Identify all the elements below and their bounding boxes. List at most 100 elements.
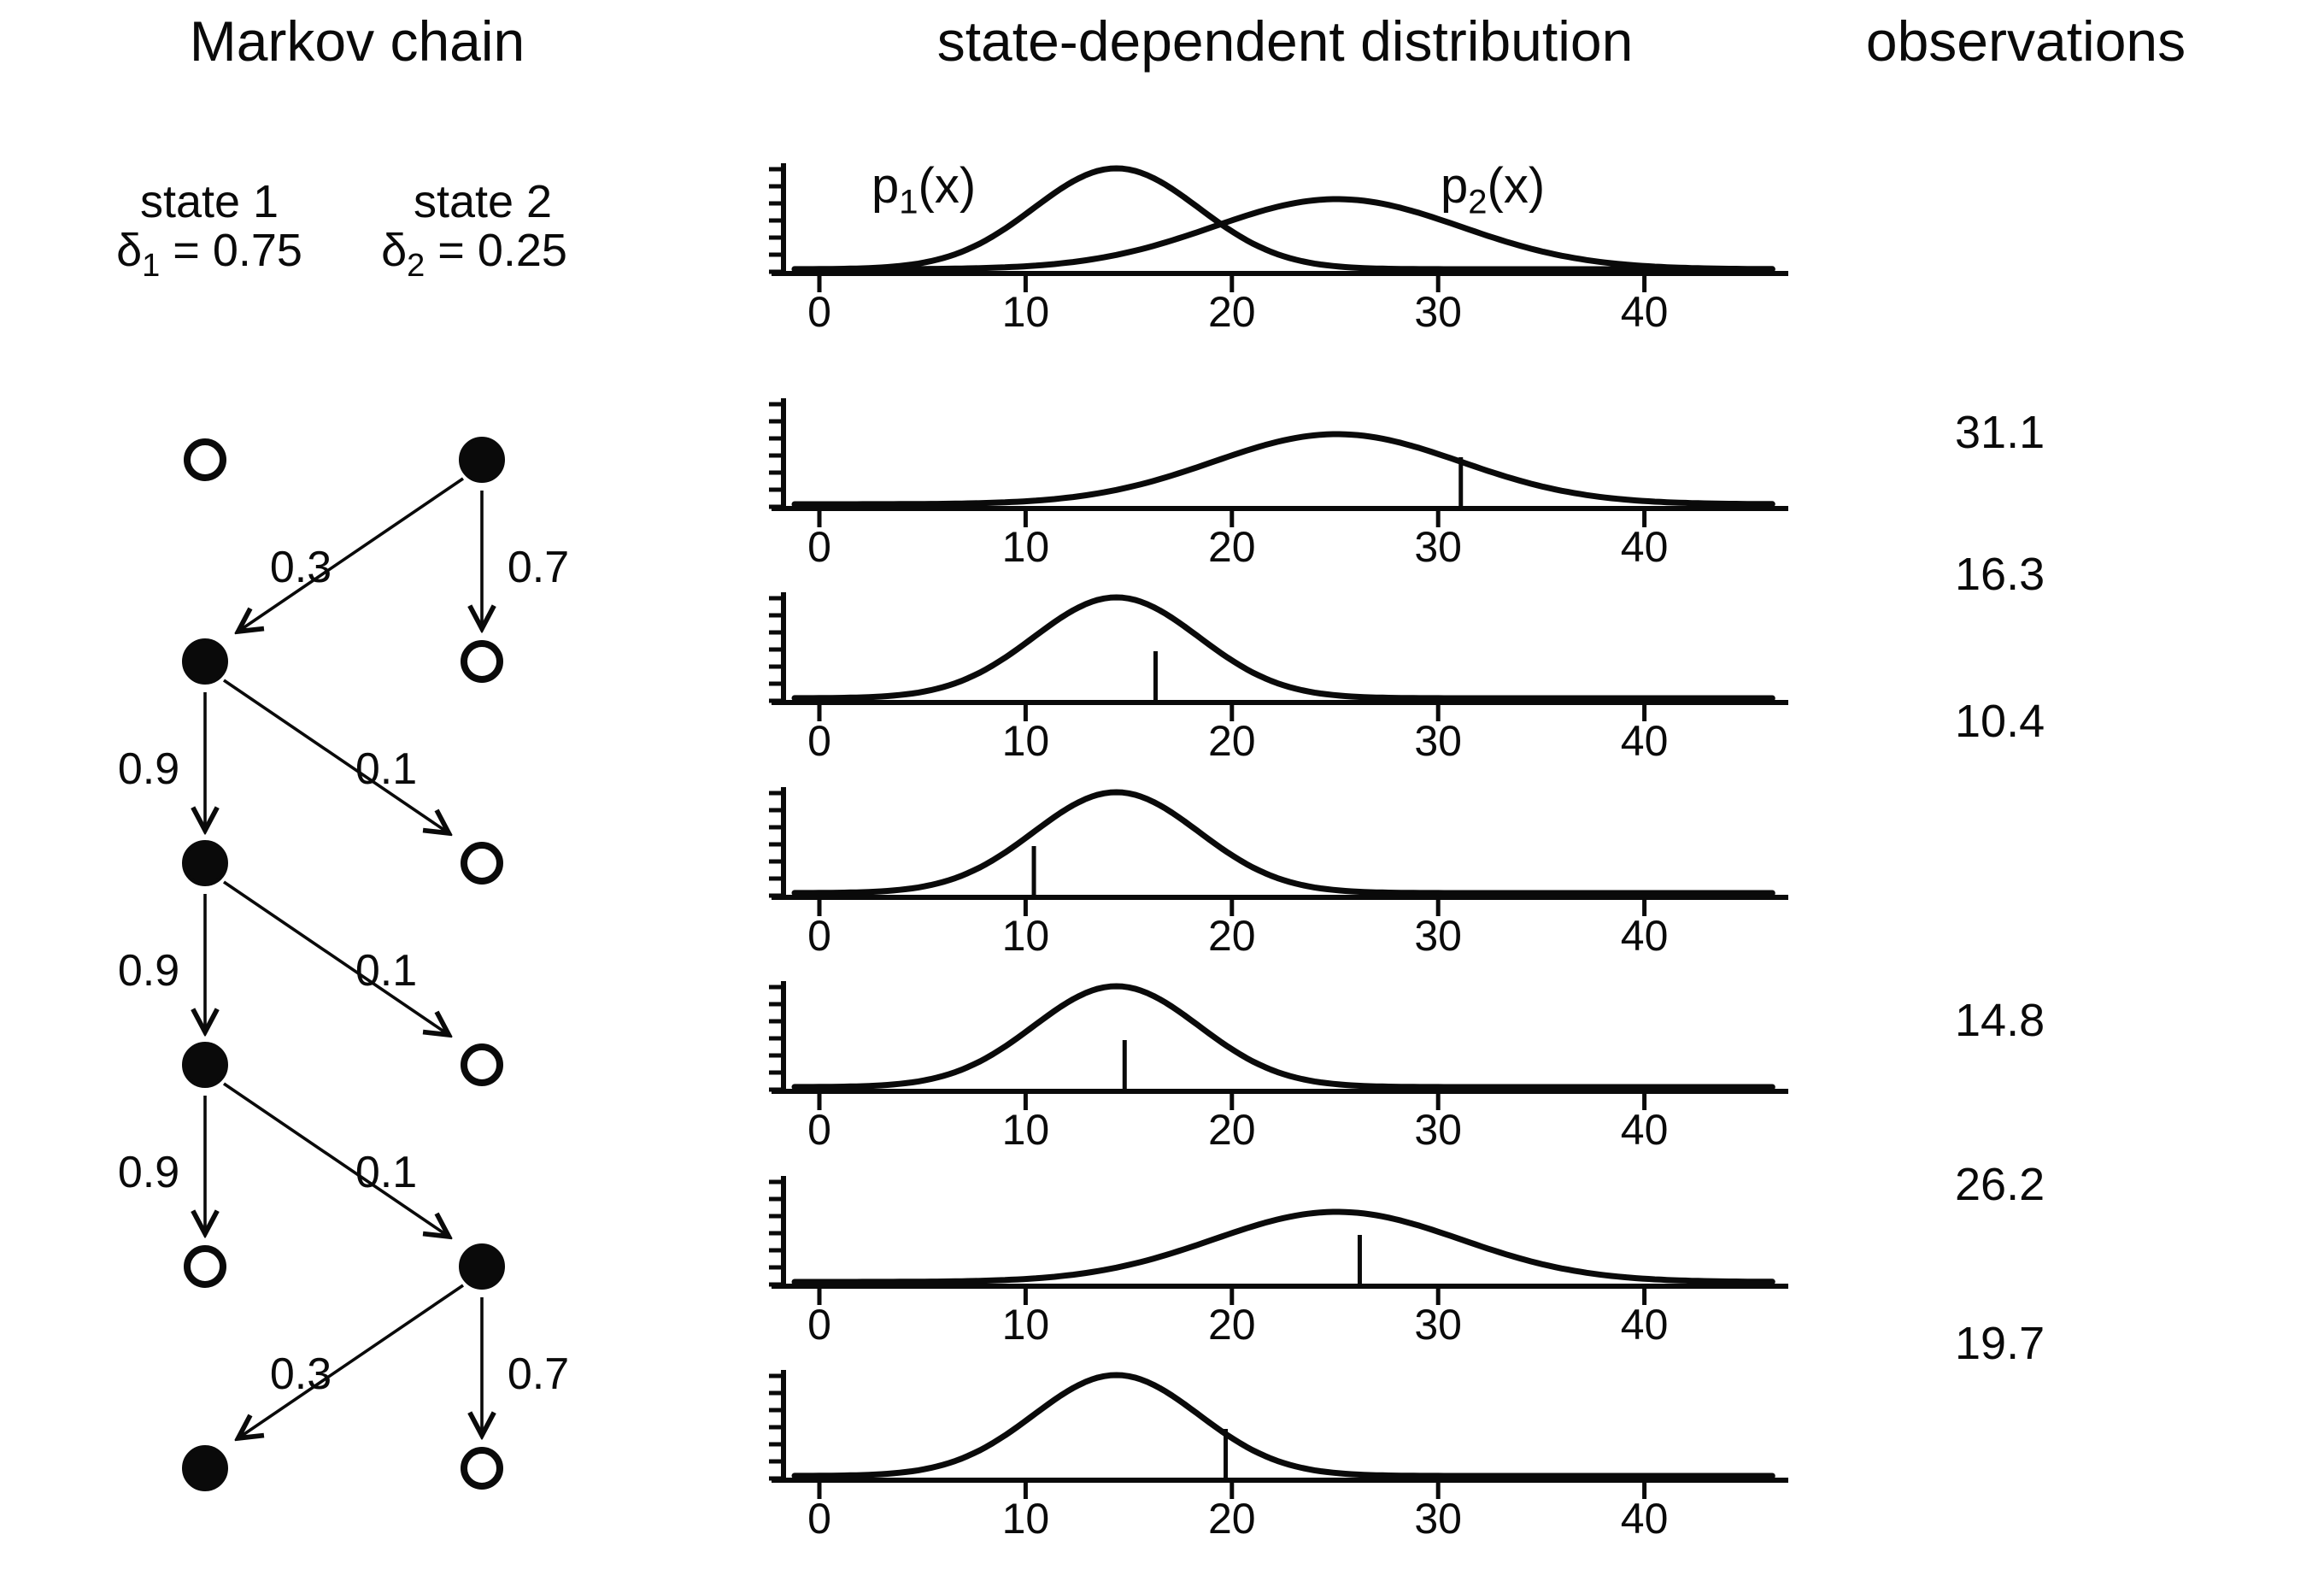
delta-1-value: = 0.75 [160, 225, 302, 276]
x-tick-label: 10 [1002, 1301, 1050, 1349]
transition-prob-t5-stay: 0.7 [508, 1349, 569, 1399]
x-tick-label: 20 [1208, 288, 1256, 336]
density-plot-t3-svg: 0 10 20 30 40 [769, 787, 1788, 960]
transition-arrow-t5-switch [239, 1284, 465, 1437]
x-tick-label: 20 [1208, 1106, 1256, 1154]
transition-prob-t3-stay: 0.9 [118, 946, 179, 996]
state-2-label: state 2 [413, 176, 553, 227]
x-tick-label: 30 [1414, 1106, 1462, 1154]
x-tick-label: 0 [807, 1301, 831, 1349]
transition-prob-t2-stay: 0.9 [118, 744, 179, 794]
x-tick-label: 0 [807, 288, 831, 336]
x-tick-label: 40 [1621, 1301, 1669, 1349]
chain-node-t3-state2 [461, 842, 503, 885]
state-dependent-distribution-title: state-dependent distribution [936, 9, 1634, 73]
observation-value-t6: 19.7 [1955, 1318, 2045, 1369]
p2-label-sub: 2 [1468, 183, 1488, 221]
transition-arrow-t2-switch [222, 679, 448, 832]
x-tick-label: 30 [1414, 1301, 1462, 1349]
x-tick-label: 20 [1208, 523, 1256, 571]
p1-label-pre: p [872, 158, 900, 214]
density-curve-p2 [791, 1208, 1775, 1285]
density-plot-t6-svg: 0 10 20 30 40 [769, 1370, 1788, 1543]
chain-node-t6-state2 [461, 1447, 503, 1490]
x-tick-label: 10 [1002, 912, 1050, 960]
x-tick-label: 20 [1208, 1495, 1256, 1543]
x-tick-label: 40 [1621, 912, 1669, 960]
x-tick-label: 10 [1002, 1106, 1050, 1154]
x-tick-label: 20 [1208, 912, 1256, 960]
density-plot-t2-svg: 0 10 20 30 40 [769, 592, 1788, 765]
state-1-label: state 1 [139, 176, 279, 227]
chain-node-t5-state1 [184, 1245, 226, 1288]
transition-prob-t5-switch: 0.3 [270, 1349, 332, 1399]
observation-value-t3: 10.4 [1955, 696, 2045, 747]
x-tick-label: 30 [1414, 1495, 1462, 1543]
state-2-initial-prob: δ2 = 0.25 [346, 224, 602, 282]
transition-arrow-t4-switch [222, 1082, 448, 1236]
chain-node-t3-state1 [182, 840, 228, 886]
x-tick-label: 0 [807, 717, 831, 765]
transition-prob-t2-switch: 0.1 [355, 744, 417, 794]
density-curve-p1 [791, 594, 1775, 702]
chain-node-t2-state1 [182, 638, 228, 685]
x-tick-label: 10 [1002, 1495, 1050, 1543]
chain-node-t2-state2 [461, 640, 503, 683]
x-tick-label: 30 [1414, 288, 1462, 336]
delta-1-symbol: δ [116, 225, 143, 276]
transition-arrow-t1-switch [239, 477, 465, 631]
x-tick-label: 40 [1621, 717, 1669, 765]
density-plot-t6: 0 10 20 30 40 [769, 1355, 1794, 1543]
density-plot-t4-svg: 0 10 20 30 40 [769, 981, 1788, 1154]
x-tick-label: 40 [1621, 1495, 1669, 1543]
observation-value-t4: 14.8 [1955, 995, 2045, 1046]
x-tick-label: 10 [1002, 288, 1050, 336]
transition-prob-t3-switch: 0.1 [355, 946, 417, 996]
chain-node-t1-state2 [459, 437, 505, 483]
density-curve-p2 [791, 196, 1775, 273]
observation-value-t2: 16.3 [1955, 549, 2045, 600]
density-curve-p1 [791, 789, 1775, 896]
x-tick-label: 40 [1621, 523, 1669, 571]
reference-density-plot: 0 10 20 30 40 [769, 149, 1794, 337]
p2-density-label: p2(x) [1441, 157, 1546, 220]
markov-chain-title: Markov chain [189, 9, 525, 73]
x-tick-label: 40 [1621, 288, 1669, 336]
transition-prob-t4-stay: 0.9 [118, 1148, 179, 1197]
x-tick-label: 0 [807, 1106, 831, 1154]
p1-label-post: (x) [918, 158, 977, 214]
transition-prob-t4-switch: 0.1 [355, 1148, 417, 1197]
p1-density-label: p1(x) [872, 157, 977, 220]
p2-label-pre: p [1441, 158, 1469, 214]
density-curve-p1 [791, 983, 1775, 1090]
chain-node-t4-state2 [461, 1043, 503, 1086]
density-plot-t5-svg: 0 10 20 30 40 [769, 1176, 1788, 1349]
chain-node-t5-state2 [459, 1243, 505, 1290]
delta-2-subscript: 2 [407, 247, 425, 284]
chain-node-t1-state1 [184, 438, 226, 481]
density-curve-p1 [791, 1372, 1775, 1479]
x-tick-label: 0 [807, 1495, 831, 1543]
density-plot-t4: 0 10 20 30 40 [769, 967, 1794, 1155]
x-tick-label: 30 [1414, 912, 1462, 960]
density-curve-p2 [791, 431, 1775, 508]
p2-label-post: (x) [1487, 158, 1546, 214]
state-1-initial-prob: δ1 = 0.75 [81, 224, 337, 282]
chain-node-t4-state1 [182, 1042, 228, 1088]
p1-label-sub: 1 [899, 183, 918, 221]
observation-value-t1: 31.1 [1955, 407, 2045, 458]
transition-prob-t1-stay: 0.7 [508, 543, 569, 592]
x-tick-label: 0 [807, 912, 831, 960]
delta-2-symbol: δ [381, 225, 408, 276]
chain-node-t6-state1 [182, 1445, 228, 1491]
observation-value-t5: 26.2 [1955, 1159, 2045, 1210]
x-tick-label: 40 [1621, 1106, 1669, 1154]
transition-arrow-t3-switch [222, 880, 448, 1034]
delta-1-subscript: 1 [142, 247, 161, 284]
density-plot-t1: 0 10 20 30 40 [769, 384, 1794, 572]
density-plot-t1-svg: 0 10 20 30 40 [769, 398, 1788, 571]
delta-2-value: = 0.25 [425, 225, 567, 276]
transition-prob-t1-switch: 0.3 [270, 543, 332, 592]
density-plot-t3: 0 10 20 30 40 [769, 773, 1794, 961]
density-plot-t2: 0 10 20 30 40 [769, 578, 1794, 766]
